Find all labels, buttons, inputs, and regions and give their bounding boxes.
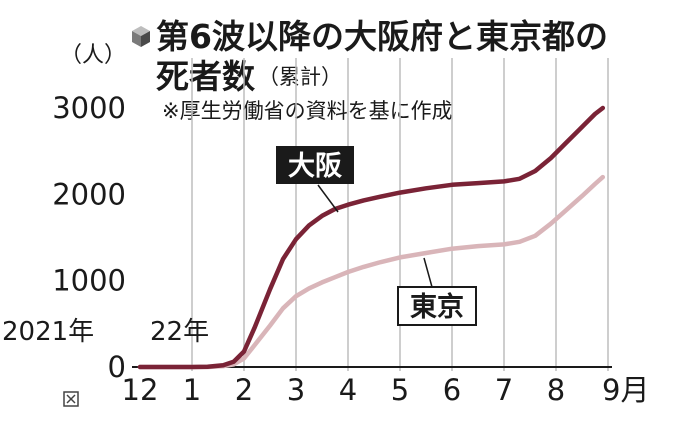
vertical-gridlines [132, 58, 612, 371]
series-line-tokyo [137, 174, 606, 370]
series-line-osaka [137, 105, 606, 370]
y-tick-2000: 2000 [52, 177, 126, 211]
series-label-osaka: 大阪 [288, 151, 342, 182]
series-lines [137, 105, 606, 370]
osaka-label-box [276, 146, 354, 184]
x-tick-7: 7 [495, 373, 513, 407]
x-tick-9: 9月 [602, 373, 649, 407]
cube-icon [132, 26, 150, 47]
year-label-2021: 2021年 [2, 317, 94, 347]
x-tick-6: 6 [443, 373, 461, 407]
chart-title-line2: 死者数 [156, 57, 256, 96]
y-tick-3000: 3000 [52, 91, 126, 125]
source-note: ※厚生労働省の資料を基に作成 [162, 99, 453, 123]
x-tick-2: 2 [235, 373, 253, 407]
y-tick-1000: 1000 [52, 264, 126, 298]
x-tick-4: 4 [339, 373, 357, 407]
series-label-tokyo: 東京 [410, 291, 464, 323]
y-tick-labels: 0 1000 2000 3000 [52, 91, 126, 384]
year-label-2022: 22年 [150, 317, 209, 347]
osaka-leader-line [317, 184, 339, 213]
x-tick-labels: 12 1 2 3 4 5 6 7 8 9月 [122, 373, 650, 407]
x-tick-8: 8 [547, 373, 565, 407]
expand-icon[interactable] [63, 391, 79, 407]
tokyo-leader-line [423, 257, 433, 288]
x-tick-1: 1 [183, 373, 201, 407]
x-tick-0: 12 [122, 373, 159, 407]
x-tick-5: 5 [391, 373, 409, 407]
tokyo-label-box [397, 286, 477, 326]
chart-title-suffix: （累計） [258, 65, 342, 89]
y-tick-0: 0 [108, 350, 126, 384]
chart-title-line1: 第6波以降の大阪府と東京都の [156, 17, 608, 56]
x-tick-3: 3 [287, 373, 305, 407]
y-axis-unit: （人） [60, 43, 126, 68]
